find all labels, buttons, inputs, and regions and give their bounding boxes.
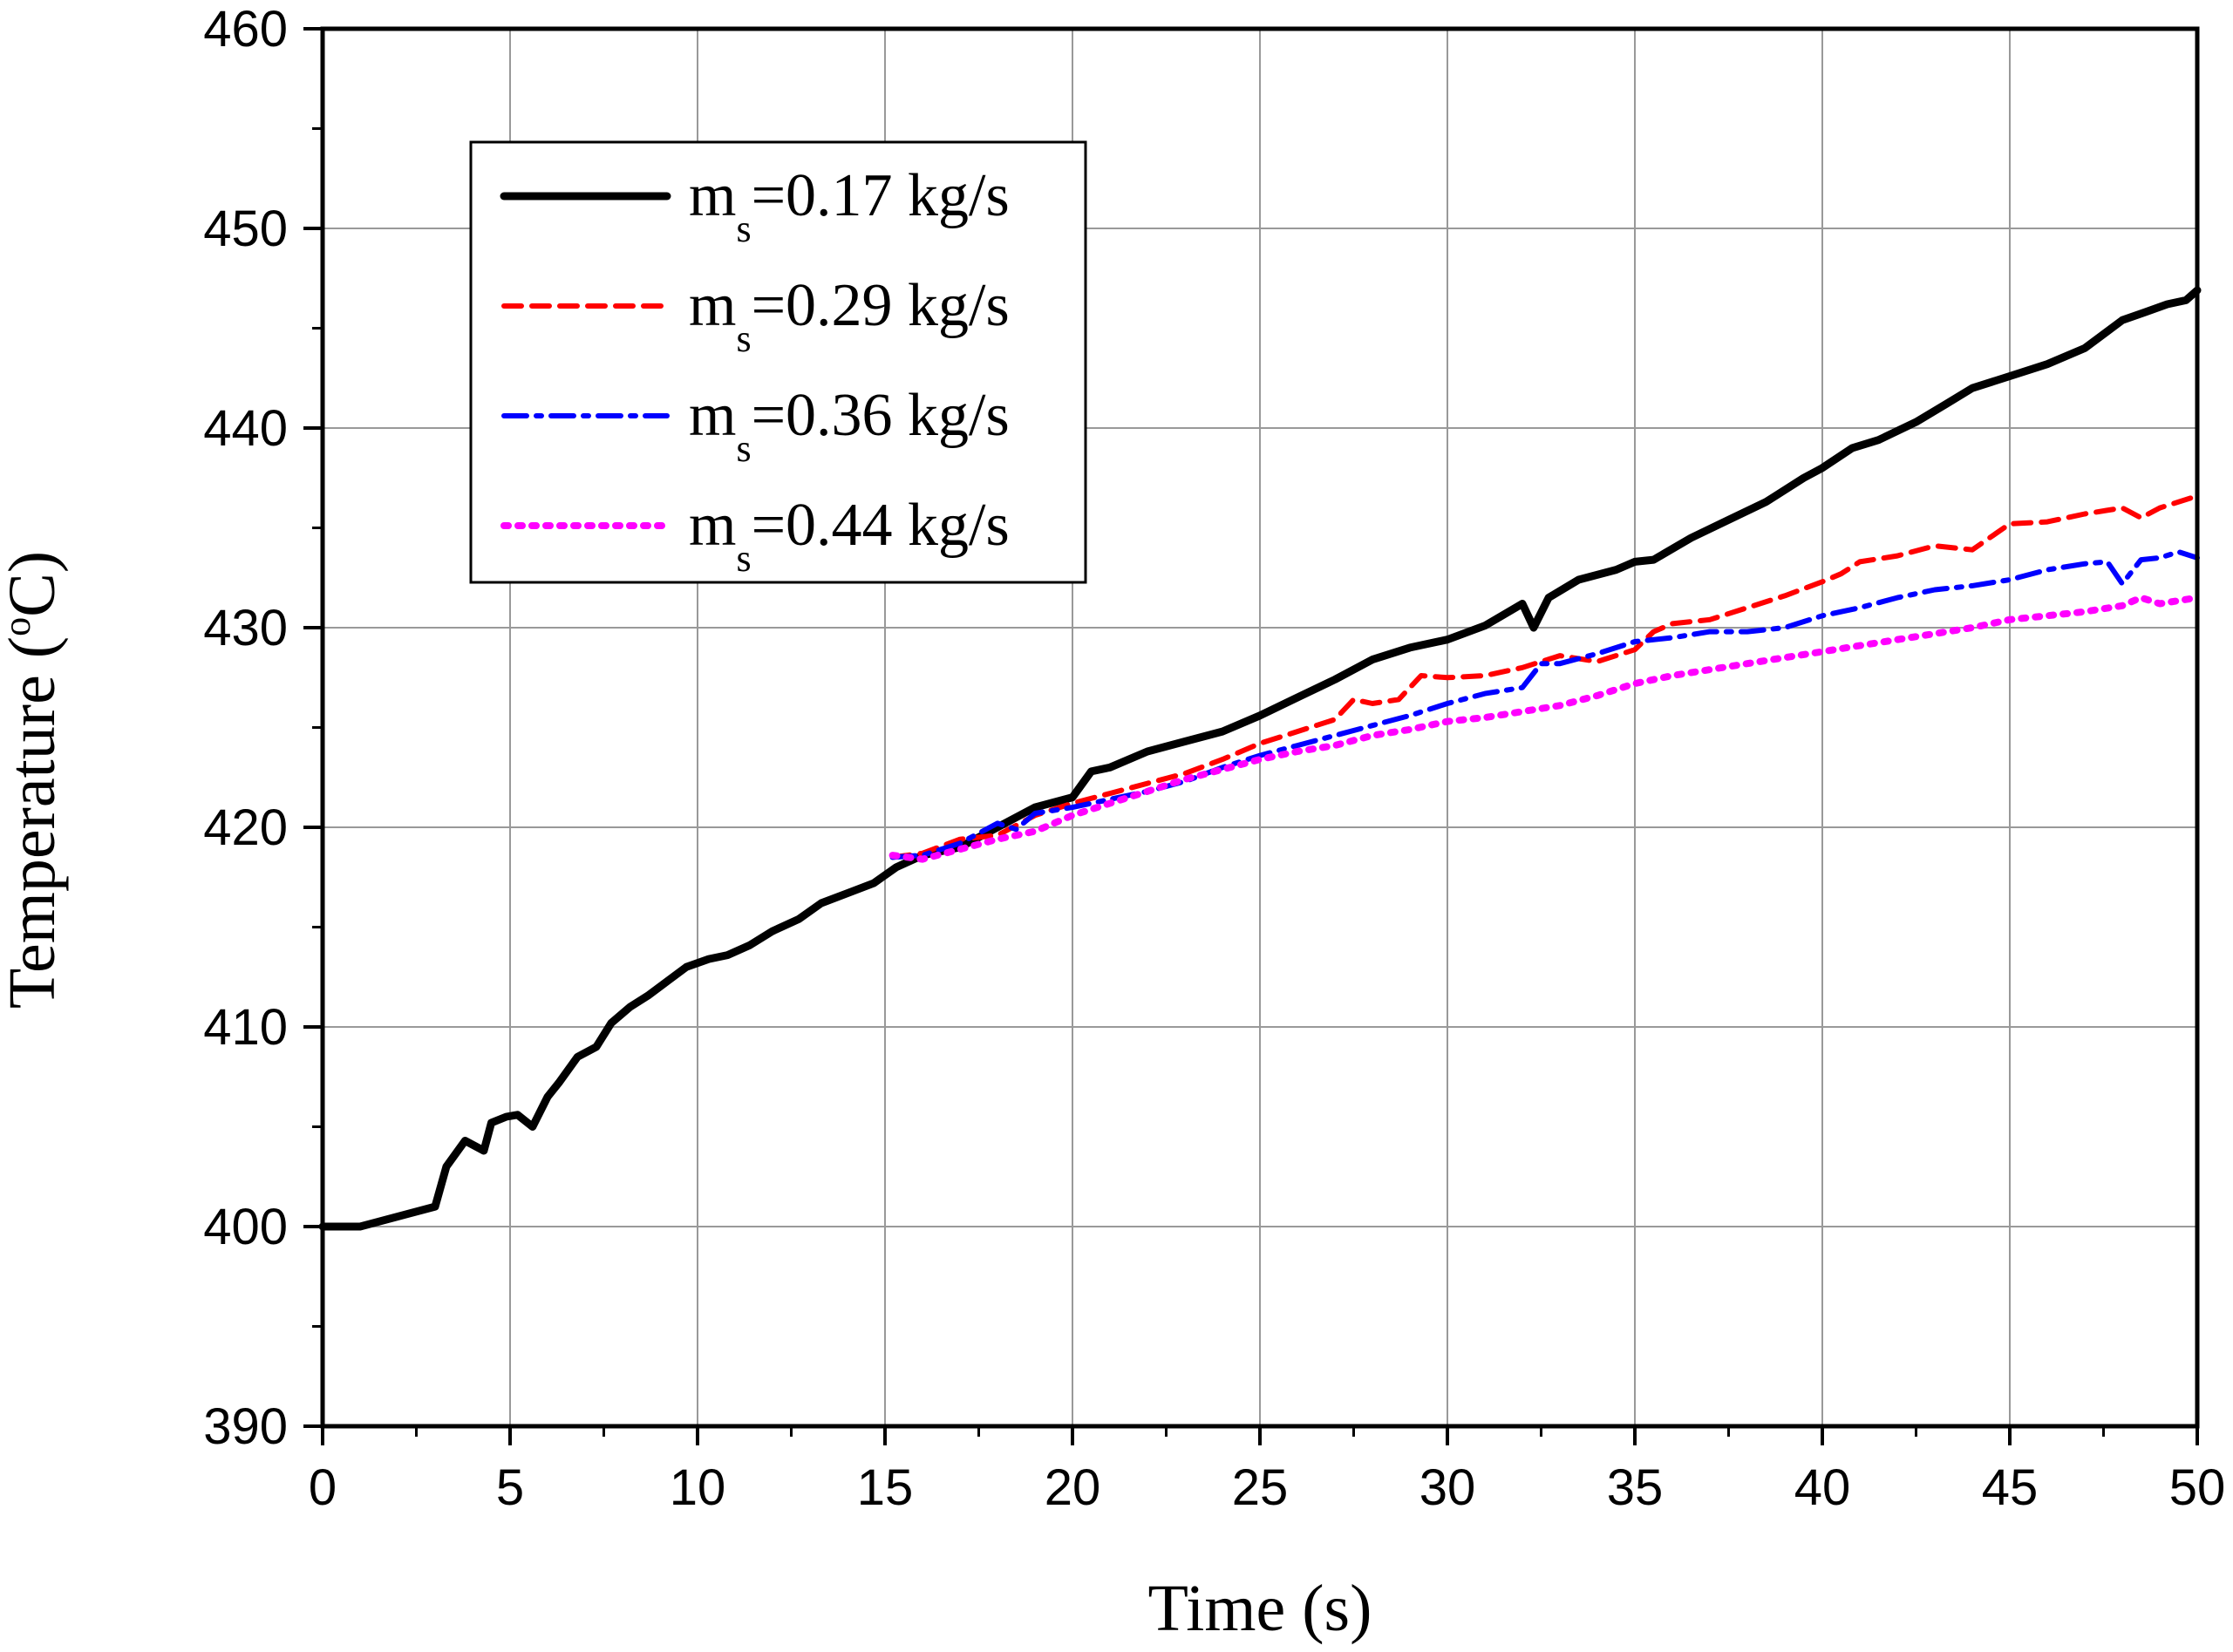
legend-label-value: =0.29 kg/s [752,272,1010,339]
x-tick-label: 25 [1232,1459,1289,1516]
x-tick-label: 5 [496,1459,524,1516]
y-axis-title: Temperature (oC) [0,551,69,1009]
x-tick-label: 50 [2169,1459,2226,1516]
legend-label-subscript: s [736,317,751,360]
y-axis-title-suffix: C) [0,551,69,617]
x-tick-label: 30 [1419,1459,1476,1516]
x-tick-label: 20 [1045,1459,1101,1516]
legend-label-1: ms=0.17 kg/s [689,162,1010,250]
series-line-4 [888,594,2201,863]
x-tick-label: 15 [857,1459,914,1516]
x-tick-label: 10 [670,1459,726,1516]
legend: ms=0.17 kg/sms=0.29 kg/sms=0.36 kg/sms=0… [469,140,1087,584]
legend-label-value: =0.17 kg/s [752,162,1010,229]
grid [323,29,2197,1426]
y-tick-label: 420 [203,799,288,856]
y-axis-title-prefix: Temperature ( [0,636,69,1009]
legend-label-main: m [689,382,736,449]
x-tick-label: 40 [1794,1459,1851,1516]
series-line-2 [889,493,2200,860]
x-axis-title: Time (s) [1148,1572,1372,1645]
x-tick-label: 45 [1982,1459,2039,1516]
series-line-1 [318,286,2202,1231]
legend-label-subscript: s [736,207,751,250]
legend-label-main: m [689,162,736,229]
legend-label-4: ms=0.44 kg/s [689,492,1010,580]
legend-label-main: m [689,492,736,559]
series-line-3 [889,549,2200,860]
series-group [318,286,2202,1231]
legend-label-main: m [689,272,736,339]
x-tick-label: 35 [1607,1459,1664,1516]
y-tick-label: 460 [203,1,288,58]
y-tick-label: 390 [203,1398,288,1455]
legend-label-2: ms=0.29 kg/s [689,272,1010,360]
legend-label-subscript: s [736,537,751,580]
legend-label-value: =0.36 kg/s [752,382,1010,449]
y-tick-label: 430 [203,600,288,656]
y-tick-label: 440 [203,400,288,457]
legend-label-value: =0.44 kg/s [752,492,1010,559]
y-tick-label: 400 [203,1199,288,1255]
y-tick-label: 410 [203,999,288,1056]
legend-label-subscript: s [736,427,751,470]
legend-label-3: ms=0.36 kg/s [689,382,1010,470]
y-tick-label: 450 [203,201,288,257]
y-axis-title-degree: o [0,617,38,636]
x-tick-label: 0 [309,1459,337,1516]
ticks: 0 5 10 15 20 25 30 35 40 45 50 390 400 410 420 430 440 45… [203,1,2225,1516]
legend-box [469,140,1087,584]
